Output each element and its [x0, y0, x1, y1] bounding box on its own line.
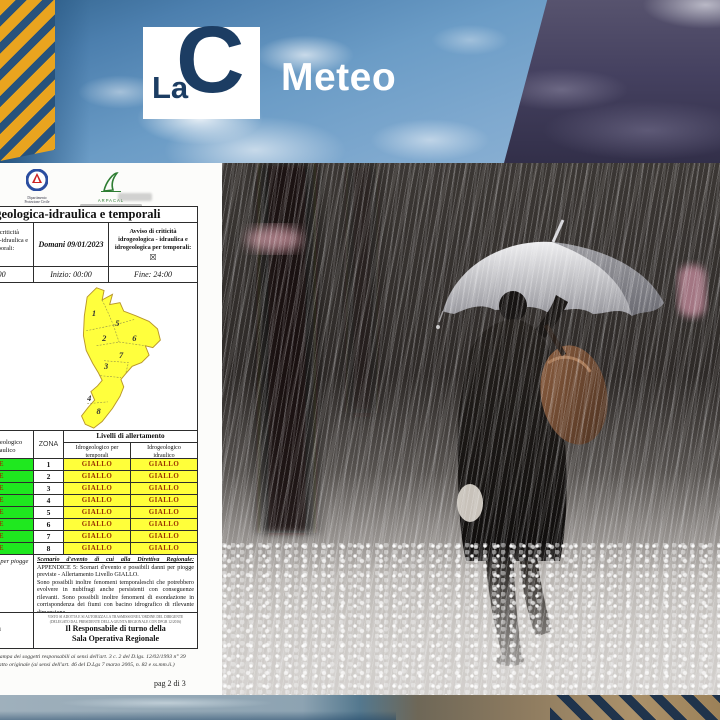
hazard-stripes-bottom-right [550, 695, 720, 720]
signature-cell: VISTO SI ADOTTA E SI AUTORIZZA LA TRASMI… [33, 612, 198, 649]
visto-smallprint: VISTO SI ADOTTA E SI AUTORIZZA LA TRASMI… [47, 615, 184, 624]
scenario-left-cell: i per piogge [0, 554, 34, 613]
scenario-heading: Scenario d'evento di cui alla Direttiva … [37, 557, 194, 563]
checkbox-checked-icon: ☒ [149, 252, 157, 262]
scenario-p1: APPENDICE 5: Scenari d'evento e possibil… [37, 564, 194, 579]
scenario-text: Scenario d'evento di cui alla Direttiva … [34, 555, 197, 613]
scenario-left-fragment: i per piogge [0, 558, 29, 565]
header-col3-cell: Avviso di criticità idrogeologica - idra… [108, 222, 198, 267]
rain-streaks-fine [222, 163, 720, 695]
protezione-civile-emblem-icon [25, 168, 49, 192]
temporali-col-header: Idrogeologico per temporali [63, 442, 131, 459]
tree-trunk [250, 163, 324, 533]
person-head [499, 291, 527, 321]
person-silhouette [457, 291, 608, 666]
person-arm [534, 295, 568, 338]
fine-cell: Fine: 24:00 [108, 266, 198, 283]
page-number: pag 2 di 3 [154, 679, 186, 688]
protezione-civile-logo: Dipartimento Protezione Civile [22, 168, 52, 205]
band-shade [0, 711, 396, 720]
signature-line2: Sala Operativa Regionale [71, 634, 160, 644]
rain-splash-ground [222, 543, 720, 695]
zona-header: ZONA [33, 430, 64, 459]
header-col1-cell: Avviso di criticità idrogeologica-idraul… [0, 222, 34, 267]
zone-label-3: 3 [103, 361, 108, 371]
zone-label-2: 2 [101, 333, 107, 343]
signature-fragment-2: chi [0, 626, 1, 633]
header-time-cell: 00:00 [0, 266, 34, 283]
document-title: Criticità idrogeologica-idraulica e temp… [0, 206, 198, 223]
lac-logo-meteo: Meteo [281, 56, 397, 99]
rain-streaks-coarse [222, 163, 720, 695]
protezione-civile-label2: Protezione Civile [24, 200, 50, 205]
scenario-p3: Sono possibili inoltre fenomeni di esond… [37, 594, 194, 613]
pink-figure-blur [678, 265, 706, 317]
signature-left-cell: no chi 7 [0, 612, 34, 649]
scenario-cell: Scenario d'evento di cui alla Direttiva … [33, 554, 198, 613]
levels-left-header: Idrogeologico idraulico [0, 430, 34, 459]
sky-banner: La C Meteo [0, 0, 720, 163]
rain-scene-illustration [246, 163, 706, 666]
document-page: Dipartimento Protezione Civile ARPACAL C… [0, 163, 222, 695]
band-highlight [57, 697, 274, 709]
white-bag [457, 484, 483, 522]
pink-umbrella-blur [246, 226, 302, 252]
header-col1-text: Avviso di criticità idrogeologica-idraul… [0, 229, 29, 252]
zone-label-4: 4 [86, 393, 91, 403]
rain-photo [222, 163, 720, 695]
zone-label-8: 8 [97, 406, 102, 416]
zone-label-7: 7 [119, 350, 124, 360]
signature-line1: Il Responsabile di turno della [65, 624, 166, 634]
zone-label-5: 5 [115, 318, 119, 328]
hazard-stripes-top-left [0, 0, 55, 161]
bag-strap [543, 323, 567, 357]
person-coat [457, 319, 567, 561]
lac-logo-box [143, 27, 260, 119]
inizio-cell: Inizio: 00:00 [33, 266, 109, 283]
leather-bag [540, 345, 608, 445]
idraulico-col-header: Idrogeologico idraulico [130, 442, 198, 459]
lac-logo-la: La [152, 70, 189, 105]
calabria-map-icon: 1 5 2 6 7 3 4 8 [80, 287, 161, 429]
arpacal-logo: ARPACAL [80, 171, 142, 207]
calabria-zone-map-cell: 1 5 2 6 7 3 4 8 [0, 282, 198, 431]
arpacal-sail-icon [101, 172, 121, 192]
legal-footnotes: stampa dei soggetti responsabili ai sens… [0, 653, 211, 670]
tree-trunk-2 [342, 163, 382, 413]
idraulico-col-line2: idraulico [153, 452, 175, 459]
lac-logo-c: C [176, 7, 245, 113]
footnote-1: stampa dei soggetti responsabili ai sens… [0, 654, 186, 660]
idraulico-col-line1: Idrogeologico [147, 445, 181, 451]
temporali-col-line2: temporali [85, 452, 109, 459]
arpacal-subtitle-smudge [80, 204, 142, 207]
scenario-p2: Sono possibili inoltre fenomeni temporal… [37, 579, 194, 601]
umbrella-ferrule [551, 219, 565, 243]
giallo-idraulico-cell: GIALLO [130, 458, 198, 471]
zone-label-6: 6 [132, 333, 137, 343]
header-col3-text: Avviso di criticità idrogeologica - idra… [109, 223, 197, 263]
alert-bulletin-document: Dipartimento Protezione Civile ARPACAL C… [0, 163, 223, 695]
levels-left-header-line2: idraulico [0, 447, 16, 455]
umbrella-icon [436, 219, 664, 329]
stamp-smudge [118, 193, 152, 201]
protezione-civile-label: Dipartimento [27, 196, 47, 200]
header-date-cell: Domani 09/01/2023 [33, 222, 109, 267]
zone-label-1: 1 [92, 308, 96, 318]
header-col3-label: Avviso di criticità idrogeologica - idra… [114, 228, 192, 252]
signature-left-fragments: no chi 7 [0, 613, 33, 644]
levels-left-header-line1: Idrogeologico [0, 439, 23, 446]
footnote-2: l'atto originale (ai sensi dell'art. 46 … [0, 662, 175, 669]
levels-left-header-text: Idrogeologico idraulico [0, 431, 33, 456]
rain-streaks-mid [222, 163, 720, 695]
temporali-col-line1: Idrogeologico per [75, 445, 119, 451]
bottom-flood-band [0, 695, 720, 720]
umbrella-drip [438, 310, 444, 323]
arpacal-label: ARPACAL [97, 198, 125, 203]
